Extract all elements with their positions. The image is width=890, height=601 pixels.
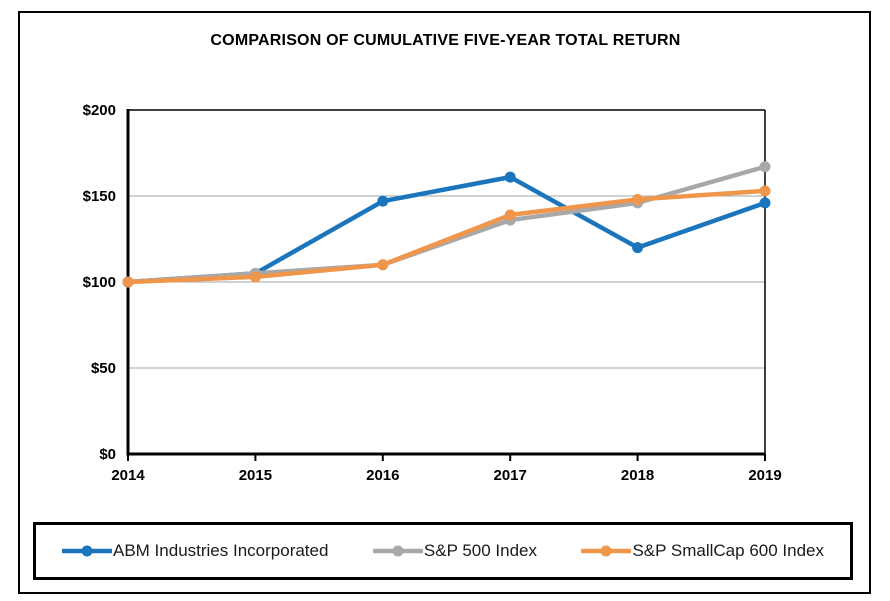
x-axis-label: 2019 [748,467,781,484]
y-axis-label: $200 [83,102,116,119]
legend-line-marker-icon [62,545,112,557]
data-point [249,271,261,283]
legend-item: ABM Industries Incorporated [62,541,328,561]
data-point [377,259,389,271]
data-point [377,195,389,207]
chart-legend: ABM Industries Incorporated S&P 500 Index… [33,522,853,580]
legend-line-marker-icon [372,545,423,557]
y-axis-label: $0 [99,446,116,463]
data-point [504,209,516,221]
data-point [759,197,771,209]
data-point [504,171,516,183]
y-axis-label: $100 [83,274,116,291]
x-axis-label: 2017 [494,467,527,484]
legend-item: S&P SmallCap 600 Index [581,541,824,561]
data-point [632,193,644,205]
series-line [125,188,768,285]
data-point [759,185,771,197]
legend-label: S&P SmallCap 600 Index [632,541,824,560]
legend-line-marker-icon [581,545,632,557]
y-axis-label: $150 [83,188,116,205]
x-axis-label: 2016 [366,467,399,484]
chart-title: COMPARISON OF CUMULATIVE FIVE-YEAR TOTAL… [210,32,681,49]
series-line [125,164,768,285]
data-point [122,276,134,288]
legend-label: ABM Industries Incorporated [113,541,329,560]
data-point [759,161,771,173]
legend-item: S&P 500 Index [372,541,538,561]
figure-border [18,11,871,594]
y-axis-label: $50 [91,360,116,377]
data-point [632,242,644,254]
legend-label: S&P 500 Index [423,541,538,560]
x-axis-label: 2018 [621,467,654,484]
x-axis-label: 2015 [239,467,272,484]
x-axis-label: 2014 [111,467,145,484]
